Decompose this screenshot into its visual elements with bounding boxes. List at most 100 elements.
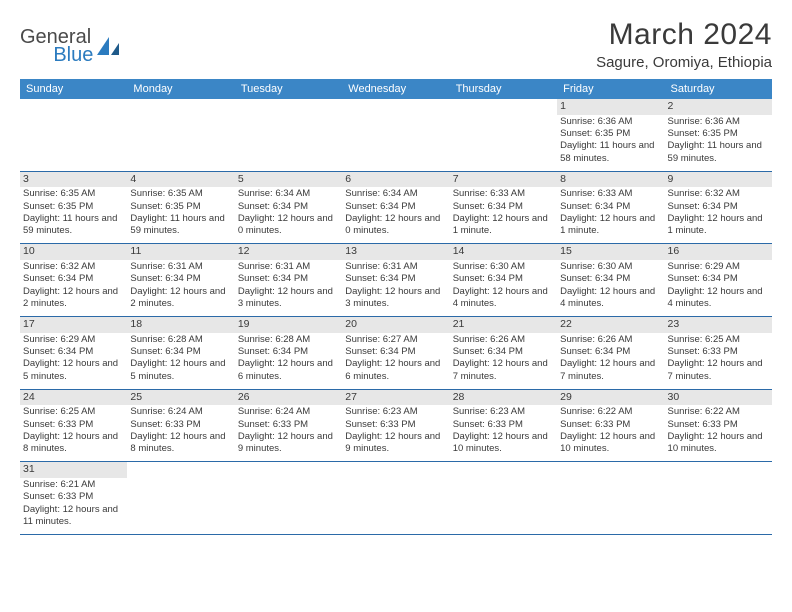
day-body — [127, 464, 234, 520]
calendar-cell: 22Sunrise: 6:26 AMSunset: 6:34 PMDayligh… — [557, 316, 664, 389]
day-body — [342, 101, 449, 157]
weekday-header: Monday — [127, 79, 234, 99]
sunset-text: Sunset: 6:33 PM — [668, 419, 769, 431]
sunrise-text: Sunrise: 6:27 AM — [345, 334, 446, 346]
calendar-cell: 25Sunrise: 6:24 AMSunset: 6:33 PMDayligh… — [127, 389, 234, 462]
calendar-cell: 13Sunrise: 6:31 AMSunset: 6:34 PMDayligh… — [342, 244, 449, 317]
daylight-text: Daylight: 12 hours and 4 minutes. — [668, 286, 769, 311]
sunrise-text: Sunrise: 6:22 AM — [668, 406, 769, 418]
calendar-cell: 18Sunrise: 6:28 AMSunset: 6:34 PMDayligh… — [127, 316, 234, 389]
calendar-cell: 29Sunrise: 6:22 AMSunset: 6:33 PMDayligh… — [557, 389, 664, 462]
calendar-cell: 7Sunrise: 6:33 AMSunset: 6:34 PMDaylight… — [450, 171, 557, 244]
day-number: 22 — [557, 317, 664, 333]
sunrise-text: Sunrise: 6:31 AM — [238, 261, 339, 273]
day-number: 4 — [127, 172, 234, 188]
title-block: March 2024 Sagure, Oromiya, Ethiopia — [596, 18, 772, 71]
daylight-text: Daylight: 12 hours and 4 minutes. — [453, 286, 554, 311]
daylight-text: Daylight: 12 hours and 1 minute. — [560, 213, 661, 238]
sunset-text: Sunset: 6:33 PM — [453, 419, 554, 431]
sunrise-text: Sunrise: 6:22 AM — [560, 406, 661, 418]
sunset-text: Sunset: 6:34 PM — [345, 346, 446, 358]
sunset-text: Sunset: 6:34 PM — [23, 273, 124, 285]
sunrise-text: Sunrise: 6:29 AM — [23, 334, 124, 346]
sunrise-text: Sunrise: 6:25 AM — [668, 334, 769, 346]
calendar-cell: 27Sunrise: 6:23 AMSunset: 6:33 PMDayligh… — [342, 389, 449, 462]
sunset-text: Sunset: 6:34 PM — [238, 201, 339, 213]
daylight-text: Daylight: 12 hours and 6 minutes. — [345, 358, 446, 383]
header: General Blue March 2024 Sagure, Oromiya,… — [20, 18, 772, 71]
weekday-header: Tuesday — [235, 79, 342, 99]
sunset-text: Sunset: 6:35 PM — [130, 201, 231, 213]
sunrise-text: Sunrise: 6:24 AM — [130, 406, 231, 418]
sunrise-text: Sunrise: 6:36 AM — [668, 116, 769, 128]
weekday-header-row: Sunday Monday Tuesday Wednesday Thursday… — [20, 79, 772, 99]
day-body: Sunrise: 6:25 AMSunset: 6:33 PMDaylight:… — [665, 333, 772, 389]
day-number: 1 — [557, 99, 664, 115]
sunset-text: Sunset: 6:34 PM — [130, 273, 231, 285]
calendar-cell: 24Sunrise: 6:25 AMSunset: 6:33 PMDayligh… — [20, 389, 127, 462]
sunrise-text: Sunrise: 6:33 AM — [453, 188, 554, 200]
calendar-cell: 19Sunrise: 6:28 AMSunset: 6:34 PMDayligh… — [235, 316, 342, 389]
calendar-cell — [20, 99, 127, 171]
day-body: Sunrise: 6:23 AMSunset: 6:33 PMDaylight:… — [342, 405, 449, 461]
day-body: Sunrise: 6:34 AMSunset: 6:34 PMDaylight:… — [235, 187, 342, 243]
location: Sagure, Oromiya, Ethiopia — [596, 54, 772, 71]
weekday-header: Wednesday — [342, 79, 449, 99]
calendar-row: 10Sunrise: 6:32 AMSunset: 6:34 PMDayligh… — [20, 244, 772, 317]
daylight-text: Daylight: 12 hours and 2 minutes. — [130, 286, 231, 311]
day-number: 26 — [235, 390, 342, 406]
sunset-text: Sunset: 6:33 PM — [130, 419, 231, 431]
day-body: Sunrise: 6:21 AMSunset: 6:33 PMDaylight:… — [20, 478, 127, 534]
daylight-text: Daylight: 12 hours and 10 minutes. — [560, 431, 661, 456]
day-number: 13 — [342, 244, 449, 260]
day-body: Sunrise: 6:27 AMSunset: 6:34 PMDaylight:… — [342, 333, 449, 389]
logo-blue: Blue — [53, 44, 93, 66]
weekday-header: Friday — [557, 79, 664, 99]
sunset-text: Sunset: 6:34 PM — [453, 346, 554, 358]
sunset-text: Sunset: 6:34 PM — [668, 273, 769, 285]
daylight-text: Daylight: 12 hours and 0 minutes. — [238, 213, 339, 238]
day-number: 25 — [127, 390, 234, 406]
calendar-cell: 6Sunrise: 6:34 AMSunset: 6:34 PMDaylight… — [342, 171, 449, 244]
daylight-text: Daylight: 12 hours and 7 minutes. — [560, 358, 661, 383]
calendar-cell: 1Sunrise: 6:36 AMSunset: 6:35 PMDaylight… — [557, 99, 664, 171]
calendar-cell — [557, 462, 664, 535]
calendar-cell — [342, 462, 449, 535]
sunset-text: Sunset: 6:34 PM — [560, 346, 661, 358]
day-body: Sunrise: 6:24 AMSunset: 6:33 PMDaylight:… — [235, 405, 342, 461]
daylight-text: Daylight: 12 hours and 5 minutes. — [130, 358, 231, 383]
calendar-cell: 12Sunrise: 6:31 AMSunset: 6:34 PMDayligh… — [235, 244, 342, 317]
day-number: 9 — [665, 172, 772, 188]
calendar-cell — [127, 99, 234, 171]
sunrise-text: Sunrise: 6:26 AM — [560, 334, 661, 346]
calendar-row: 31Sunrise: 6:21 AMSunset: 6:33 PMDayligh… — [20, 462, 772, 535]
sunset-text: Sunset: 6:34 PM — [668, 201, 769, 213]
calendar-cell — [235, 462, 342, 535]
calendar-cell — [665, 462, 772, 535]
sunset-text: Sunset: 6:34 PM — [453, 273, 554, 285]
daylight-text: Daylight: 12 hours and 6 minutes. — [238, 358, 339, 383]
logo: General Blue — [20, 28, 121, 64]
sunset-text: Sunset: 6:34 PM — [345, 273, 446, 285]
day-body — [450, 464, 557, 520]
calendar-cell: 26Sunrise: 6:24 AMSunset: 6:33 PMDayligh… — [235, 389, 342, 462]
sunrise-text: Sunrise: 6:34 AM — [345, 188, 446, 200]
calendar-cell: 8Sunrise: 6:33 AMSunset: 6:34 PMDaylight… — [557, 171, 664, 244]
sunset-text: Sunset: 6:35 PM — [668, 128, 769, 140]
daylight-text: Daylight: 12 hours and 10 minutes. — [453, 431, 554, 456]
sunrise-text: Sunrise: 6:31 AM — [130, 261, 231, 273]
day-number: 5 — [235, 172, 342, 188]
daylight-text: Daylight: 12 hours and 7 minutes. — [453, 358, 554, 383]
calendar-cell: 9Sunrise: 6:32 AMSunset: 6:34 PMDaylight… — [665, 171, 772, 244]
sunset-text: Sunset: 6:33 PM — [345, 419, 446, 431]
sunset-text: Sunset: 6:34 PM — [238, 346, 339, 358]
daylight-text: Daylight: 11 hours and 59 minutes. — [668, 140, 769, 165]
calendar-cell — [235, 99, 342, 171]
sail-icon — [95, 35, 121, 57]
sunset-text: Sunset: 6:33 PM — [238, 419, 339, 431]
sunrise-text: Sunrise: 6:36 AM — [560, 116, 661, 128]
sunrise-text: Sunrise: 6:24 AM — [238, 406, 339, 418]
day-body: Sunrise: 6:25 AMSunset: 6:33 PMDaylight:… — [20, 405, 127, 461]
day-number: 15 — [557, 244, 664, 260]
sunset-text: Sunset: 6:34 PM — [130, 346, 231, 358]
